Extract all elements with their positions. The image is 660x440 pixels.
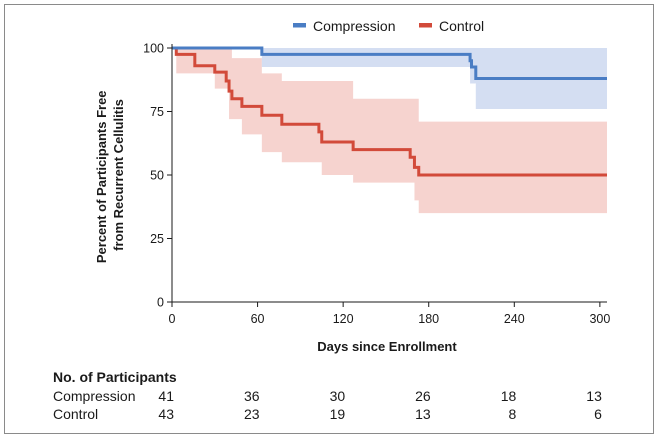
risk-value-day-240: 8 — [508, 406, 517, 422]
risk-value-day-300: 13 — [586, 388, 602, 404]
risk-value-day-0: 43 — [158, 406, 174, 422]
axes: 0 25 50 75 100 0 60 120 180 240 300 — [143, 42, 610, 327]
y-tick-label: 50 — [150, 169, 164, 183]
survival-curves — [172, 46, 607, 177]
risk-value-day-60: 23 — [243, 406, 260, 422]
risk-value-day-120: 19 — [329, 406, 346, 422]
y-tick-label: 100 — [143, 42, 164, 56]
ci-band-control — [172, 48, 607, 214]
x-tick-label: 60 — [251, 312, 265, 326]
legend: Compression Control — [293, 18, 484, 34]
y-tick-label: 75 — [150, 105, 164, 119]
risk-value-day-60: 36 — [243, 388, 260, 404]
figure-frame — [4, 4, 654, 434]
y-axis-title: Percent of Participants Free from Recurr… — [94, 87, 126, 263]
legend-label: Compression — [313, 18, 395, 34]
legend-swatch — [293, 23, 306, 28]
risk-value-day-240: 18 — [500, 388, 517, 404]
confidence-bands — [172, 48, 607, 214]
risk-row-label: Control — [53, 406, 99, 422]
x-tick-label: 180 — [418, 312, 439, 326]
legend-label: Control — [439, 18, 484, 34]
risk-value-day-180: 13 — [415, 406, 431, 422]
y-axis-title-line-1: Percent of Participants Free — [94, 90, 109, 263]
x-tick-label: 240 — [504, 312, 525, 326]
x-tick-label: 0 — [169, 312, 176, 326]
legend-item-compression: Compression — [293, 18, 395, 34]
x-axis-title: Days since Enrollment — [317, 339, 457, 354]
y-axis-title-line-2: from Recurrent Cellulitis — [111, 99, 126, 251]
risk-value-day-180: 26 — [415, 388, 431, 404]
x-tick-label: 300 — [589, 312, 610, 326]
risk-value-day-0: 41 — [158, 388, 174, 404]
curve-control — [172, 46, 607, 177]
risk-value-day-300: 6 — [594, 406, 602, 422]
legend-swatch — [419, 23, 432, 28]
ci-band-compression — [172, 48, 607, 109]
x-tick-label: 120 — [333, 312, 354, 326]
risk-row-label: Compression — [53, 388, 136, 404]
risk-value-day-120: 30 — [329, 388, 346, 404]
risk-table-title: No. of Participants — [53, 369, 177, 385]
legend-item-control: Control — [419, 18, 484, 34]
y-tick-label: 25 — [150, 232, 164, 246]
y-tick-label: 0 — [157, 296, 164, 310]
curve-compression — [172, 46, 607, 80]
